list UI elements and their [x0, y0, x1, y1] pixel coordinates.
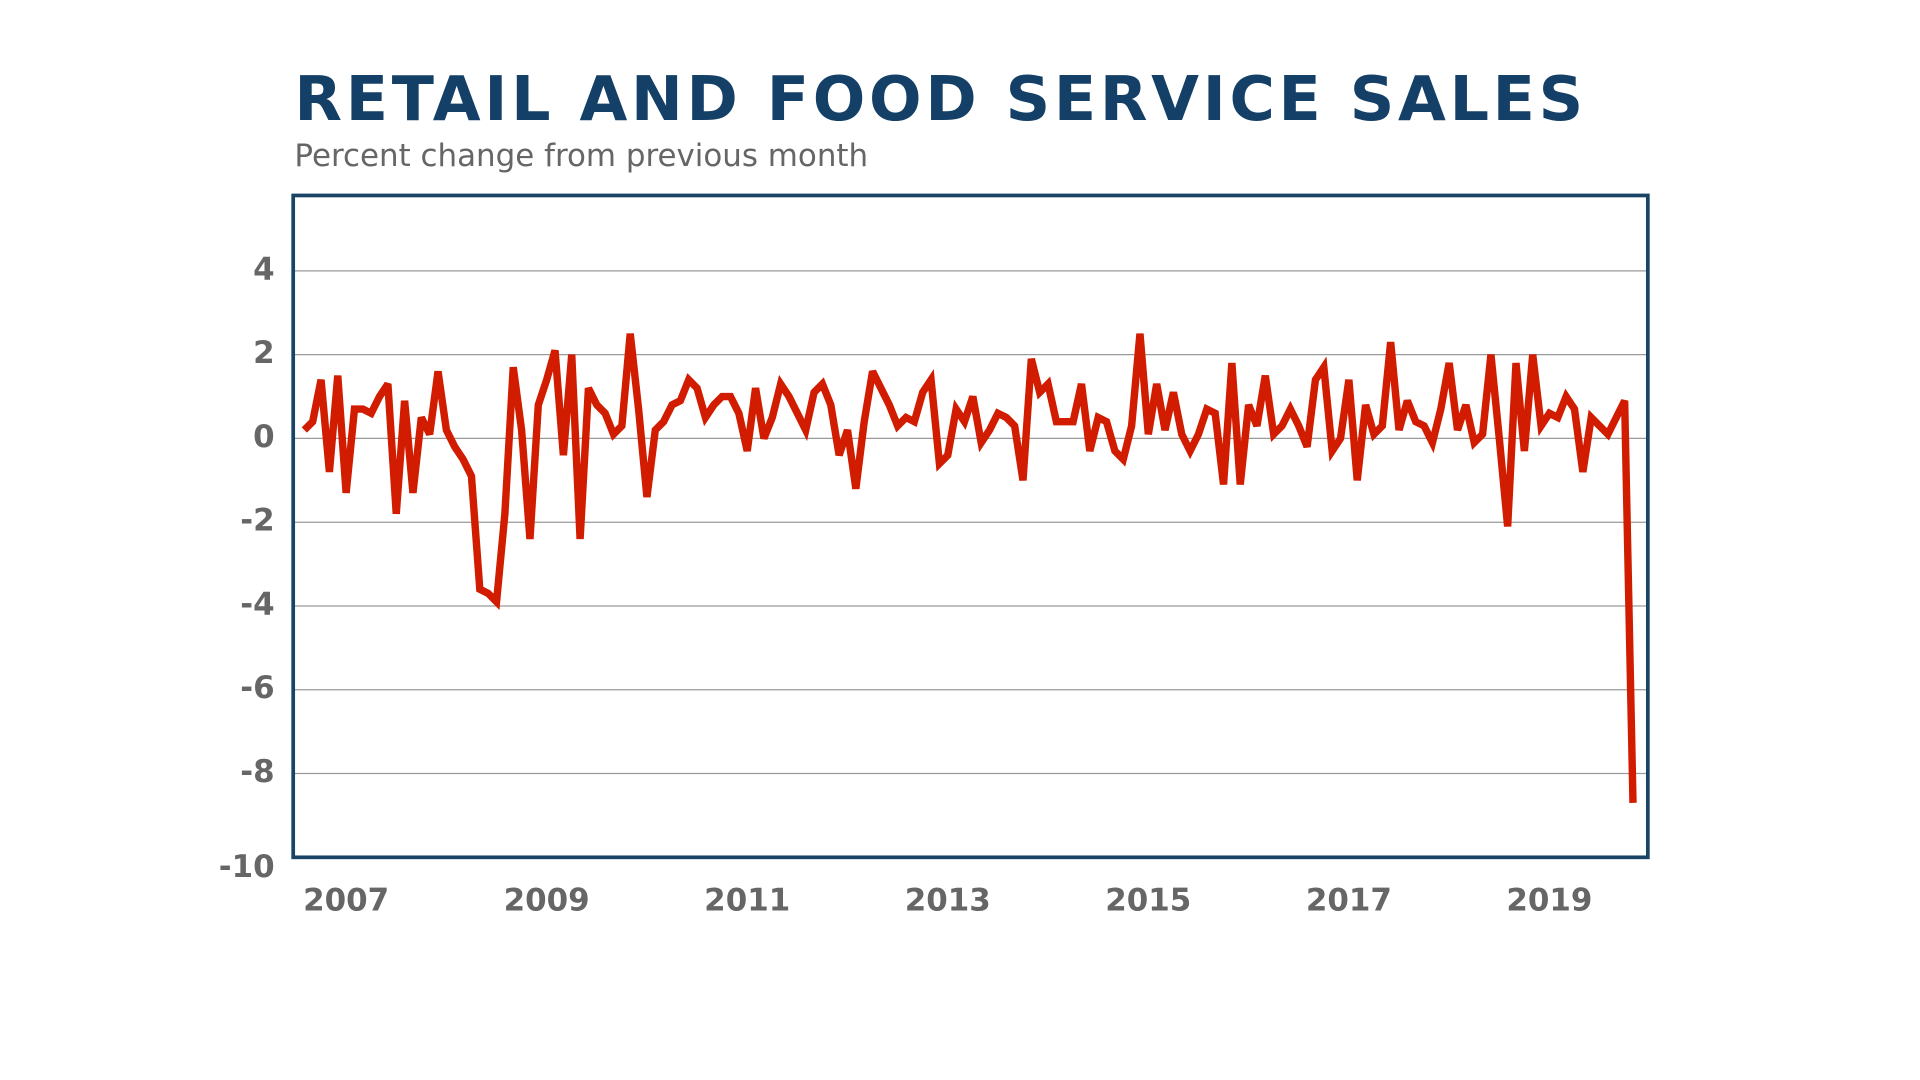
y-tick-label: -8 [240, 754, 274, 790]
y-tick-label: -4 [240, 586, 274, 622]
x-tick-label: 2009 [504, 882, 590, 918]
x-tick-label: 2013 [905, 882, 991, 918]
x-tick-label: 2015 [1105, 882, 1191, 918]
y-tick-label: 2 [253, 335, 275, 371]
x-tick-label: 2019 [1506, 882, 1592, 918]
y-tick-label: 0 [253, 419, 275, 455]
y-tick-label: 4 [253, 251, 275, 287]
y-tick-label: -2 [240, 503, 274, 539]
data-line [301, 333, 1637, 803]
x-tick-label: 2007 [303, 882, 389, 918]
chart-subtitle: Percent change from previous month [294, 138, 868, 174]
x-tick-label: 2011 [704, 882, 790, 918]
y-tick-label: -6 [240, 670, 274, 706]
chart-title: RETAIL AND FOOD SERVICE SALES [294, 63, 1586, 135]
y-tick-label: -10 [219, 849, 275, 885]
plot-frame [291, 193, 1650, 860]
x-tick-label: 2017 [1306, 882, 1392, 918]
